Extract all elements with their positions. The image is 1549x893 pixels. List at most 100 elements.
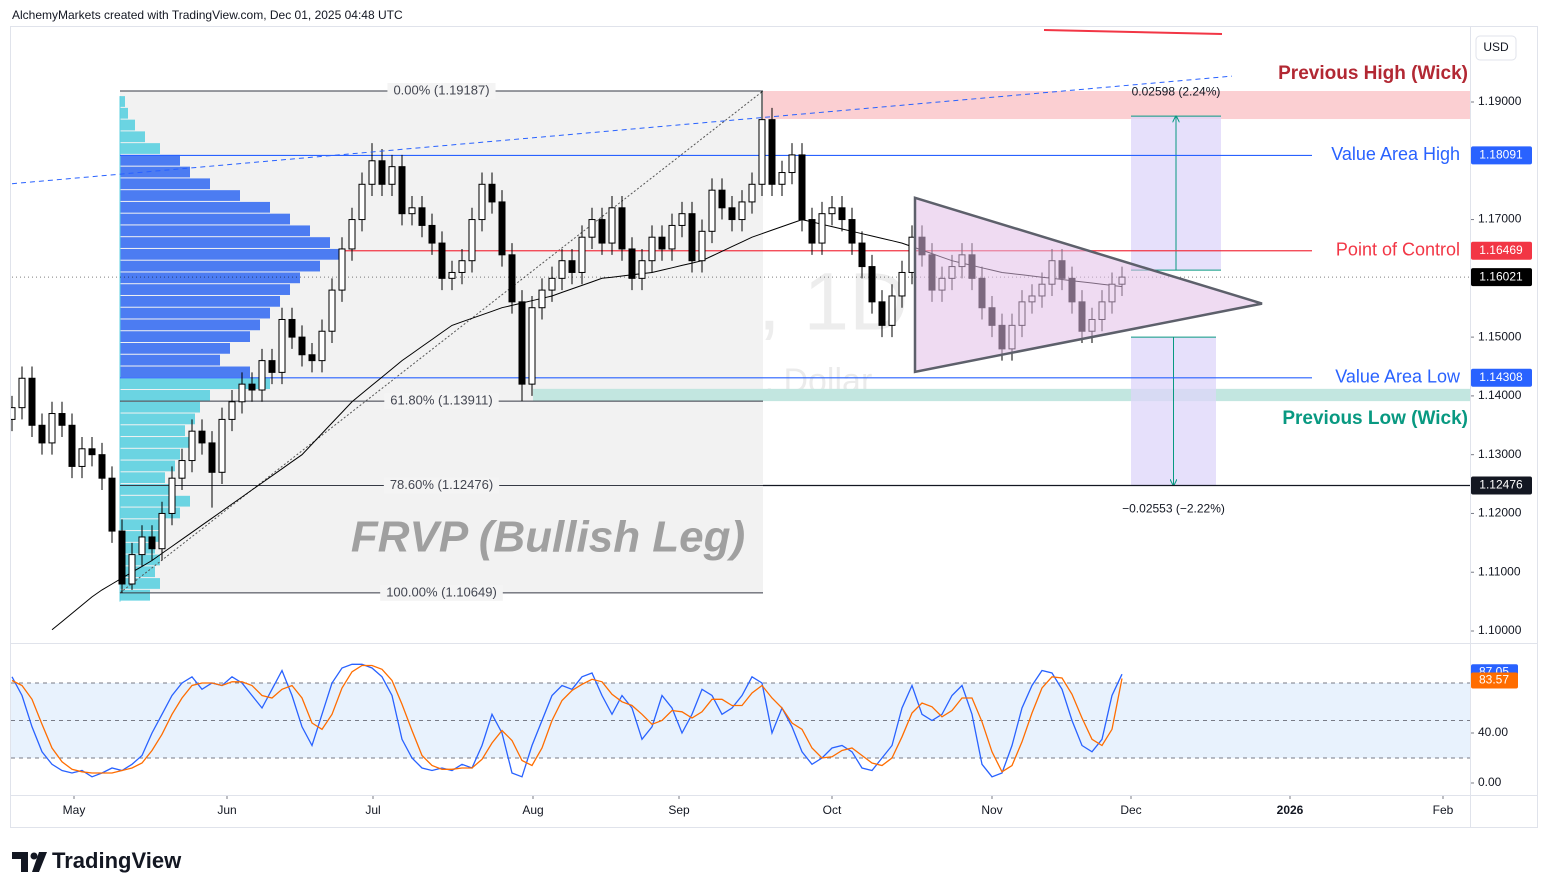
profile-row bbox=[120, 413, 195, 425]
measure-label: 0.02598 (2.24%) bbox=[1132, 84, 1221, 98]
y-tick-label: 0.00 bbox=[1478, 775, 1502, 789]
y-tick-label: 1.15000 bbox=[1478, 329, 1522, 343]
candle-body bbox=[608, 207, 616, 244]
candle-body bbox=[658, 236, 666, 250]
candle-body bbox=[648, 236, 656, 262]
overlay: 1.10000 1.11000 1.12000 1.13000 1.14000 1.150… bbox=[63, 63, 1532, 817]
candle-body bbox=[98, 454, 106, 479]
candle-body bbox=[118, 530, 126, 585]
profile-row bbox=[120, 519, 165, 531]
candle-body bbox=[218, 418, 226, 473]
profile-row bbox=[120, 166, 190, 178]
currency[interactable]: USD bbox=[1483, 40, 1509, 54]
candle-body bbox=[58, 413, 66, 426]
candle-body bbox=[298, 336, 306, 356]
profile-row bbox=[120, 295, 280, 307]
candle-body bbox=[188, 430, 196, 462]
profile-row bbox=[120, 460, 175, 472]
y-tick-label: 1.13000 bbox=[1478, 447, 1522, 461]
candle-body bbox=[248, 383, 256, 391]
profile-row bbox=[120, 342, 230, 354]
profile-row bbox=[120, 437, 190, 448]
fib-label: 78.60% (1.12476) bbox=[390, 477, 493, 492]
x-tick-label: Sep bbox=[668, 803, 690, 817]
candle-body bbox=[278, 318, 286, 373]
candle-body bbox=[788, 154, 796, 174]
candle-body bbox=[868, 266, 876, 303]
x-tick-label: Aug bbox=[522, 803, 543, 817]
profile-row bbox=[120, 131, 145, 143]
candle-body bbox=[558, 260, 566, 279]
level-label: Point of Control bbox=[1336, 240, 1460, 260]
candle-body bbox=[628, 248, 636, 279]
profile-row bbox=[120, 566, 155, 578]
profile-row bbox=[120, 542, 155, 554]
candle-body bbox=[638, 260, 646, 279]
profile-row bbox=[120, 248, 345, 260]
candle-body bbox=[808, 219, 816, 244]
candle-body bbox=[518, 301, 526, 385]
candle-body bbox=[548, 277, 556, 291]
y-tick-label: 1.12000 bbox=[1478, 506, 1522, 520]
candle-body bbox=[498, 201, 506, 256]
candle-body bbox=[458, 260, 466, 273]
profile-row bbox=[120, 554, 160, 566]
price-label: 1.14308 bbox=[1479, 370, 1523, 384]
y-tick-label: 40.00 bbox=[1478, 725, 1508, 739]
fib-label: 61.80% (1.13911) bbox=[390, 393, 492, 408]
candle-body bbox=[308, 354, 316, 362]
candle-body bbox=[128, 554, 136, 585]
profile-row bbox=[120, 507, 180, 519]
candle-body bbox=[668, 224, 676, 250]
candle-body bbox=[678, 213, 686, 226]
candle-body bbox=[178, 460, 186, 479]
profile-row bbox=[120, 307, 270, 319]
x-tick-label: Nov bbox=[981, 803, 1002, 817]
x-tick-label: May bbox=[63, 803, 86, 817]
price-label: 1.12476 bbox=[1479, 478, 1523, 492]
candle-body bbox=[11, 407, 16, 420]
zone bbox=[763, 91, 1470, 120]
level-label: Value Area Low bbox=[1335, 367, 1461, 387]
profile-row bbox=[120, 472, 165, 484]
value-label-bg bbox=[1471, 672, 1518, 689]
candle-body bbox=[568, 260, 576, 273]
candle-body bbox=[38, 424, 46, 444]
fib-label: 0.00% (1.19187) bbox=[393, 82, 489, 97]
candle-body bbox=[438, 242, 446, 279]
measure-label: −0.02553 (−2.22%) bbox=[1122, 502, 1225, 516]
trendline bbox=[11, 75, 1233, 185]
fib-label-bg bbox=[383, 477, 500, 494]
candle-body bbox=[838, 207, 846, 221]
candle-body bbox=[738, 201, 746, 221]
profile-row bbox=[120, 237, 330, 248]
profile-row bbox=[120, 495, 190, 507]
candle-body bbox=[318, 330, 326, 362]
candle-body bbox=[198, 430, 206, 444]
profile-row bbox=[120, 578, 160, 589]
candle-body bbox=[228, 401, 236, 420]
frame bbox=[10, 26, 1538, 828]
candle-body bbox=[488, 183, 496, 203]
fib-label-bg bbox=[384, 393, 499, 410]
candle-body bbox=[898, 271, 906, 297]
candle-body bbox=[208, 442, 216, 473]
candle-body bbox=[718, 189, 726, 209]
candle-body bbox=[688, 213, 696, 262]
profile-row bbox=[120, 484, 170, 495]
candle-body bbox=[258, 360, 266, 391]
candle-body bbox=[798, 154, 806, 221]
profile-row bbox=[120, 272, 300, 284]
x-tick-label: Feb bbox=[1433, 803, 1454, 817]
candle-body bbox=[478, 183, 486, 221]
price-label-bg bbox=[1471, 268, 1532, 287]
logo-text: TradingView bbox=[52, 848, 182, 873]
main-pane bbox=[11, 28, 1470, 631]
candle-body bbox=[88, 448, 96, 456]
price-label: 1.16469 bbox=[1479, 243, 1523, 257]
currency-box[interactable] bbox=[1475, 35, 1517, 61]
candle-body bbox=[888, 295, 896, 326]
candle-body bbox=[338, 248, 346, 291]
zone-label: Previous High (Wick) bbox=[1278, 63, 1468, 84]
candle-body bbox=[168, 477, 176, 514]
